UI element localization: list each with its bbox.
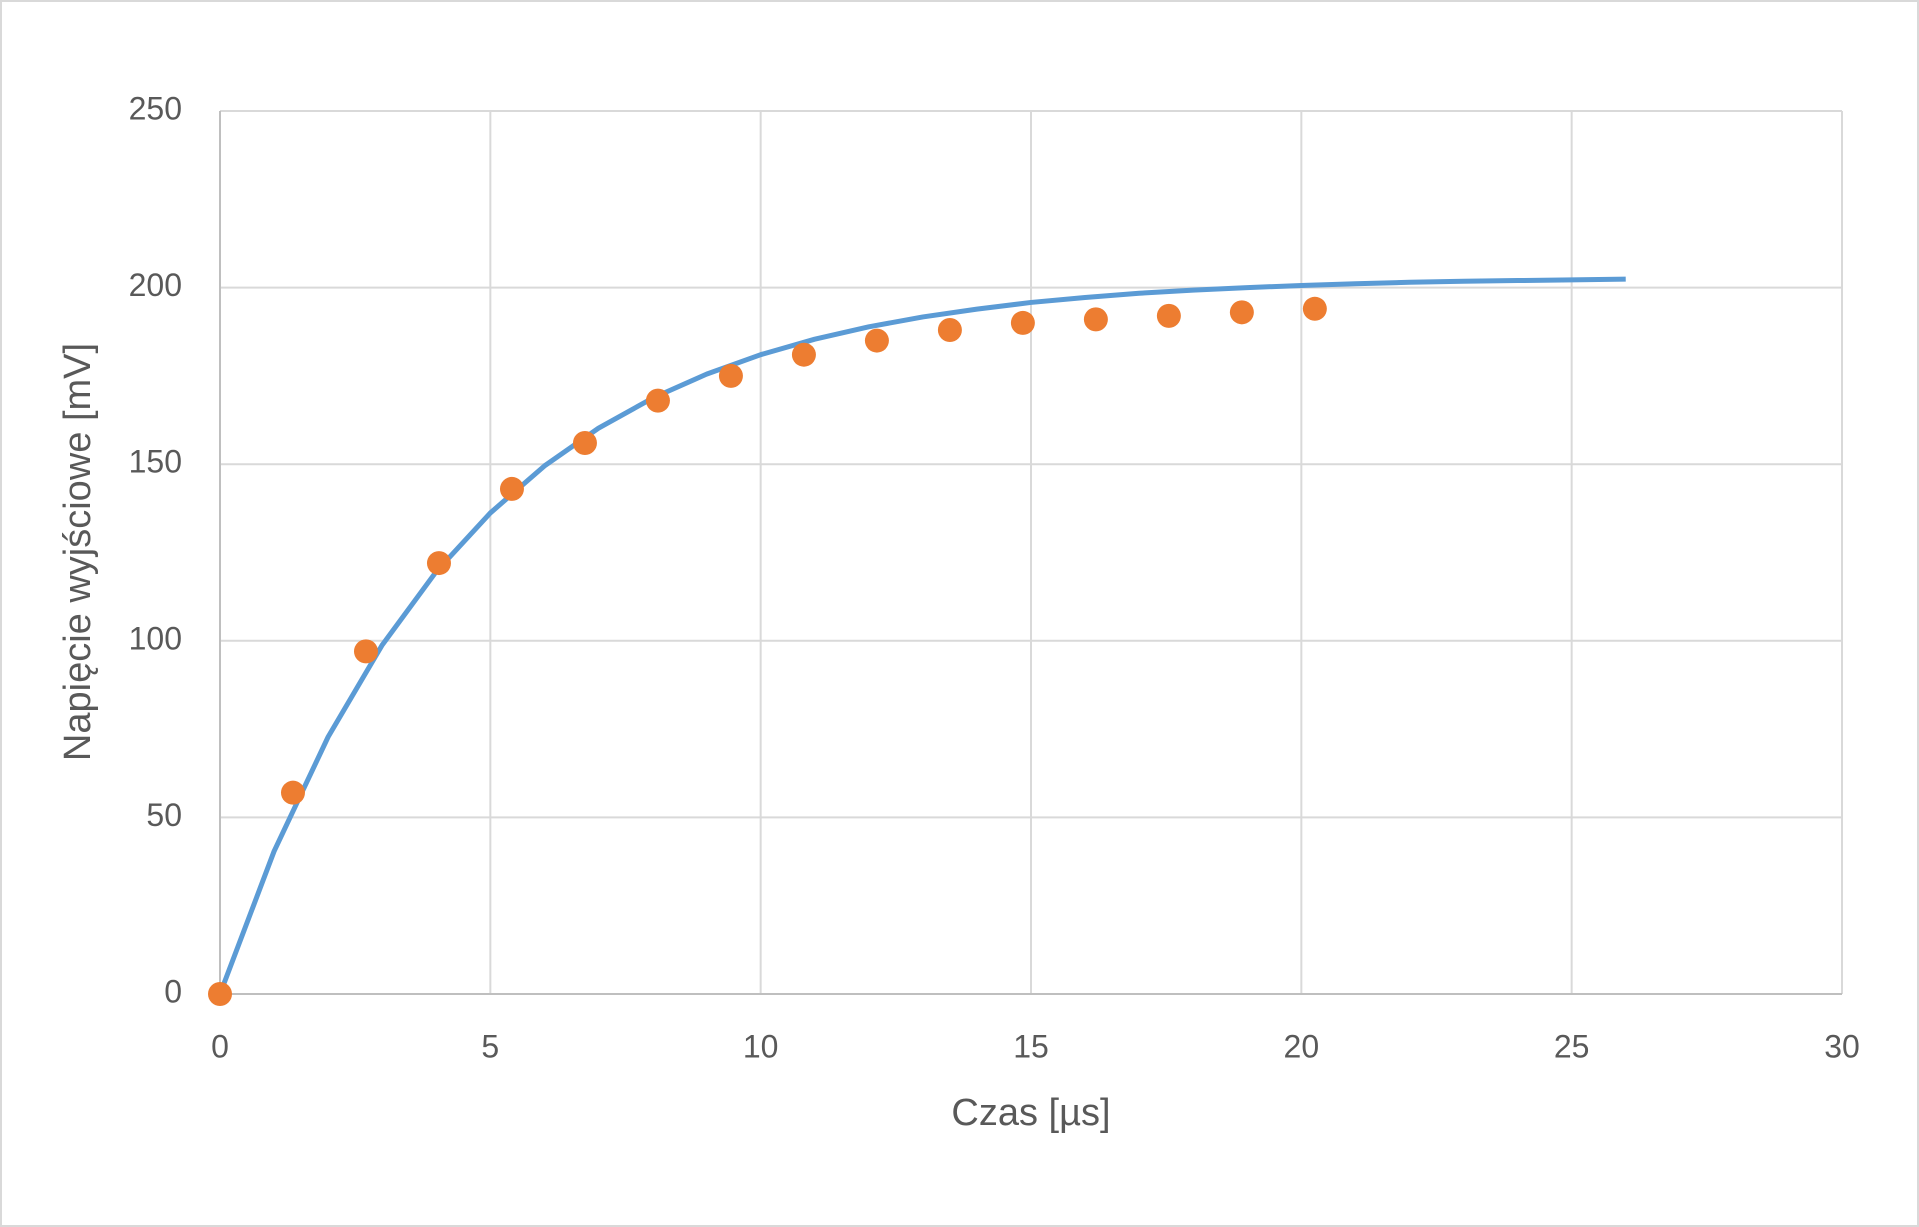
- data-point: [572, 431, 597, 456]
- data-point: [791, 342, 816, 367]
- x-tick-label: 0: [211, 1028, 229, 1064]
- data-point: [353, 639, 378, 664]
- data-point: [1010, 310, 1035, 335]
- data-point: [1156, 303, 1181, 328]
- data-point: [937, 317, 962, 342]
- data-point: [1083, 307, 1108, 332]
- data-point: [1229, 300, 1254, 325]
- data-point: [208, 982, 232, 1006]
- y-tick-label: 0: [164, 973, 182, 1009]
- x-tick-label: 20: [1284, 1028, 1320, 1064]
- y-axis-title: Napięcie wyjściowe [mV]: [57, 343, 99, 761]
- data-point: [718, 363, 743, 388]
- x-tick-label: 25: [1554, 1028, 1590, 1064]
- x-axis-title: Czas [µs]: [951, 1092, 1110, 1134]
- x-tick-label: 30: [1824, 1028, 1860, 1064]
- y-tick-label: 100: [129, 620, 182, 656]
- data-point: [645, 388, 670, 413]
- x-tick-label: 15: [1013, 1028, 1049, 1064]
- y-tick-label: 200: [129, 267, 182, 303]
- x-tick-label: 10: [743, 1028, 779, 1064]
- x-tick-label: 5: [481, 1028, 499, 1064]
- data-point: [864, 328, 889, 353]
- data-point: [280, 780, 305, 805]
- data-point: [499, 476, 524, 501]
- data-point: [1302, 296, 1327, 321]
- y-tick-label: 50: [146, 797, 182, 833]
- data-point: [426, 551, 451, 576]
- y-tick-label: 250: [129, 90, 182, 126]
- data-line: [217, 276, 1626, 995]
- y-tick-label: 150: [129, 444, 182, 480]
